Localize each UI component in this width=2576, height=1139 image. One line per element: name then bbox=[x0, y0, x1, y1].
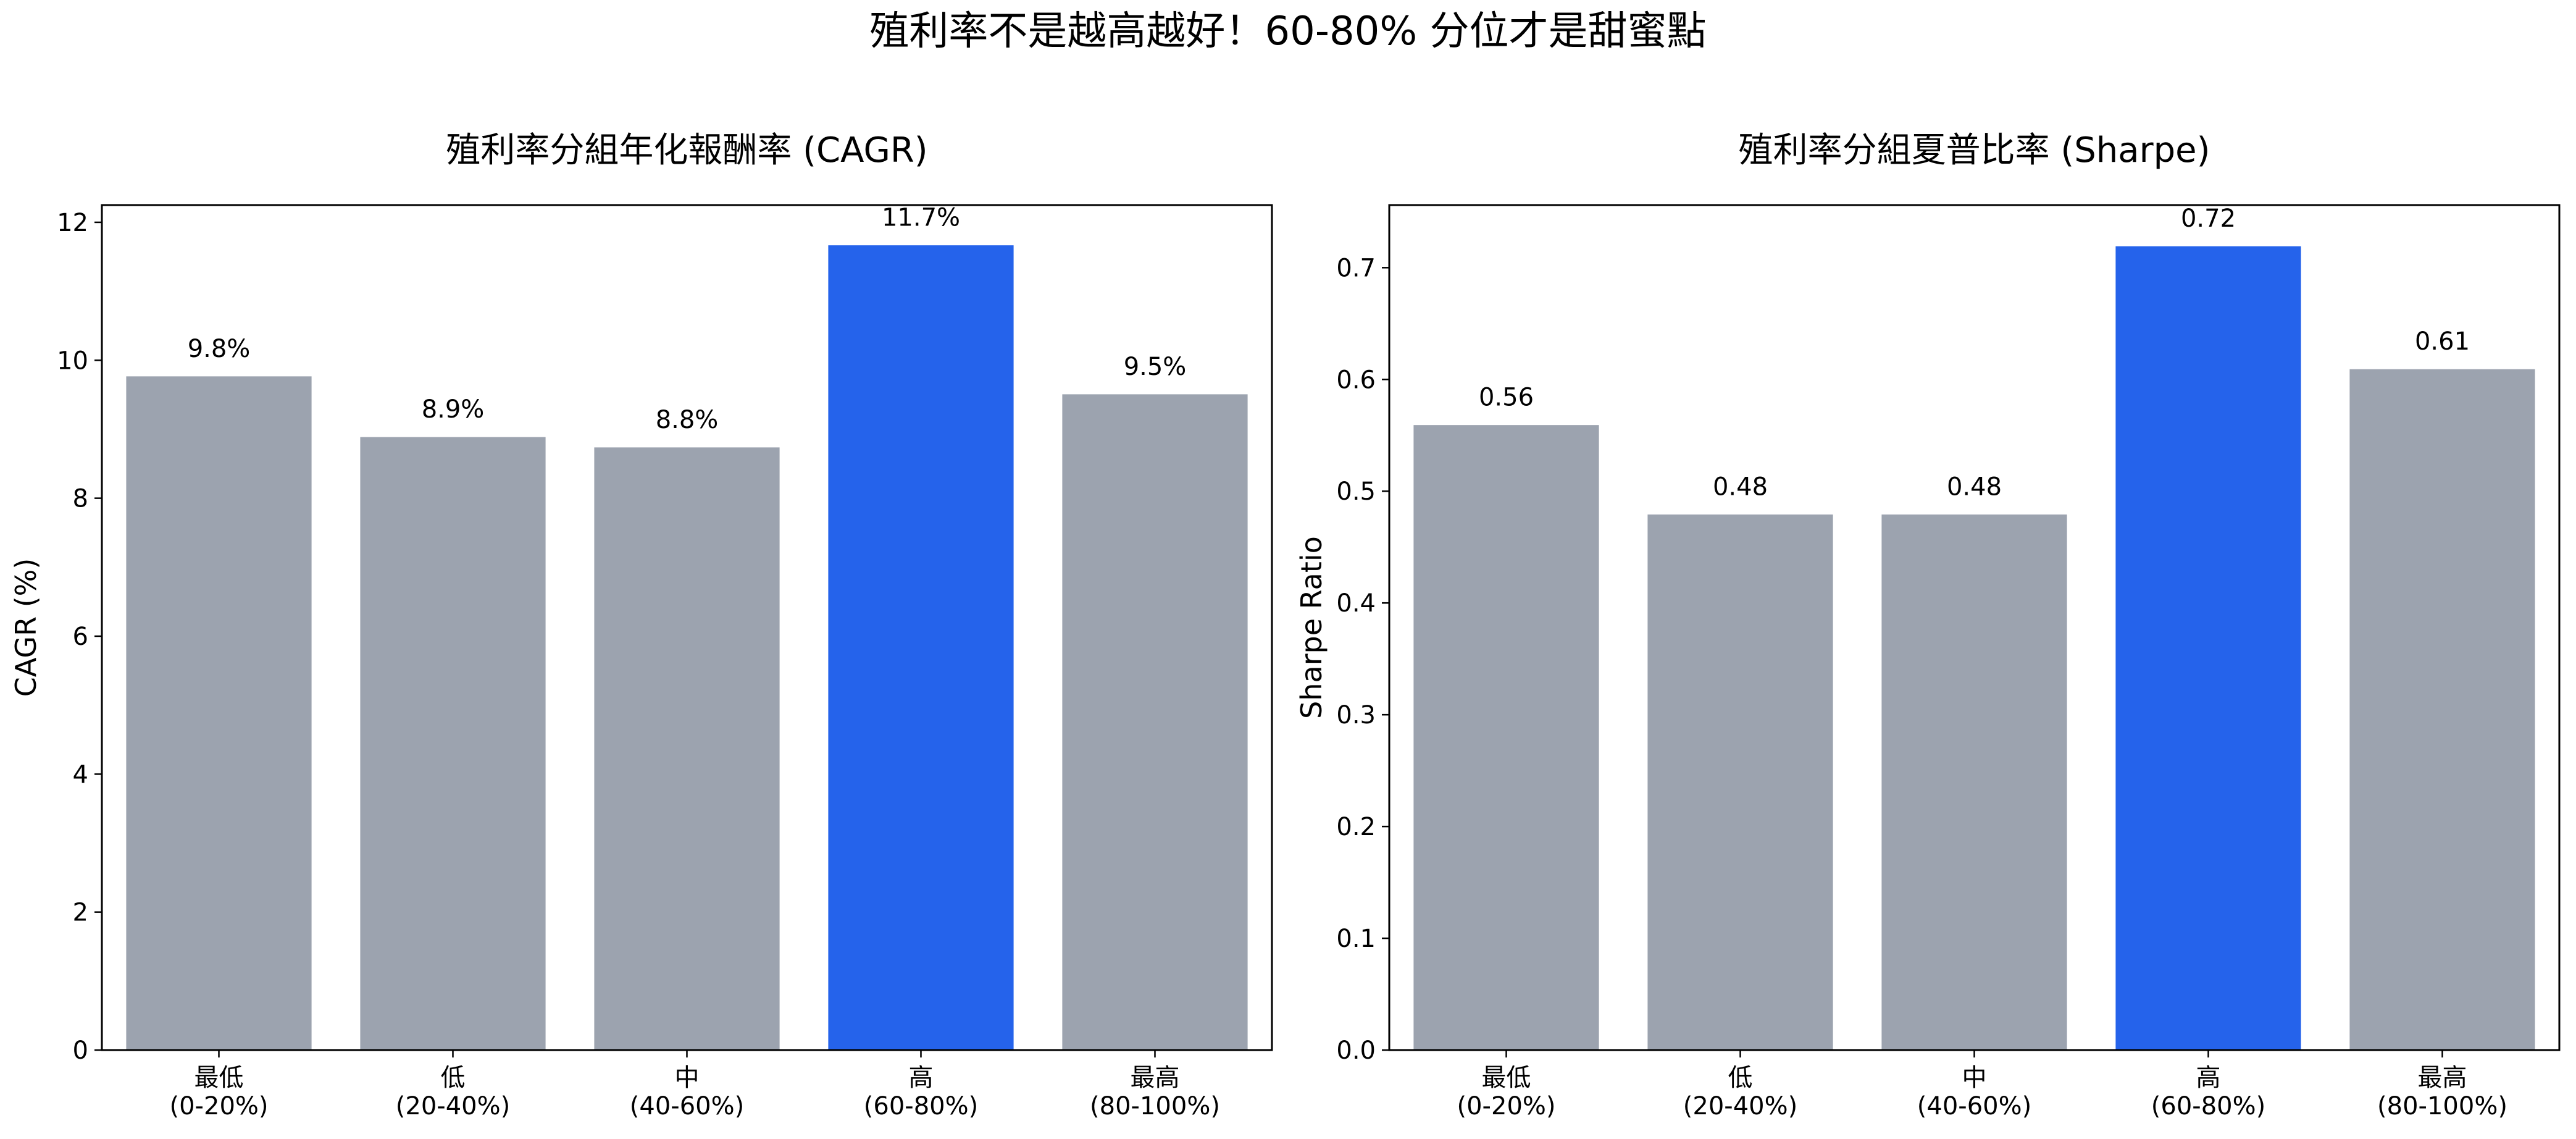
x-tick-label: 最高(80-100%) bbox=[1090, 1064, 1220, 1120]
y-tick-label: 2 bbox=[73, 899, 88, 927]
data-label: 8.9% bbox=[422, 395, 485, 424]
y-tick-label: 0.3 bbox=[1336, 701, 1376, 729]
data-label: 9.8% bbox=[188, 335, 251, 363]
y-tick-label: 0.1 bbox=[1336, 925, 1376, 953]
bar-4 bbox=[2114, 244, 2303, 1051]
plot-frame bbox=[101, 204, 1273, 1051]
x-tick-label: 最低(0-20%) bbox=[1457, 1064, 1556, 1120]
y-tick-label: 8 bbox=[73, 485, 88, 513]
y-tick-label: 0.4 bbox=[1336, 589, 1376, 618]
y-tick-label: 0 bbox=[73, 1036, 88, 1065]
bar-1 bbox=[1411, 423, 1601, 1051]
data-label: 9.5% bbox=[1124, 353, 1187, 381]
sharpe-panel: 殖利率分組夏普比率 (Sharpe) Sharpe Ratio 0.56 最低(0-2… bbox=[1295, 130, 2561, 1120]
x-tick-label: 高(60-80%) bbox=[864, 1064, 978, 1120]
bar-2 bbox=[358, 435, 548, 1051]
cagr-panel: 殖利率分組年化報酬率 (CAGR) CAGR (%) 9.8% 最低(0-20%) 8.… bbox=[9, 130, 1273, 1120]
y-tick-label: 0.6 bbox=[1336, 366, 1376, 394]
x-tick-label: 低(20-40%) bbox=[1683, 1064, 1797, 1120]
bar-5 bbox=[1060, 392, 1250, 1051]
data-label: 0.56 bbox=[1479, 384, 1534, 412]
y-tick-label: 0.2 bbox=[1336, 813, 1376, 841]
bar-3 bbox=[592, 445, 782, 1051]
y-axis-label: CAGR (%) bbox=[9, 558, 43, 697]
x-tick-label: 高(60-80%) bbox=[2151, 1064, 2265, 1120]
chart-title: 殖利率分組年化報酬率 (CAGR) bbox=[446, 130, 927, 170]
y-tick-label: 6 bbox=[73, 623, 88, 651]
chart-title: 殖利率分組夏普比率 (Sharpe) bbox=[1739, 130, 2210, 170]
y-tick-label: 4 bbox=[73, 760, 88, 789]
data-label: 0.48 bbox=[1947, 473, 2002, 501]
data-label: 11.7% bbox=[882, 204, 960, 232]
x-tick-label: 低(20-40%) bbox=[396, 1064, 510, 1120]
x-tick-label: 最低(0-20%) bbox=[170, 1064, 269, 1120]
bar-4 bbox=[826, 243, 1016, 1051]
data-label: 0.72 bbox=[2181, 204, 2236, 233]
x-tick-label: 中(40-60%) bbox=[1917, 1064, 2031, 1120]
y-tick-label: 0.5 bbox=[1336, 477, 1376, 506]
y-tick-label: 0.7 bbox=[1336, 254, 1376, 282]
bar-2 bbox=[1646, 512, 1835, 1051]
data-label: 0.61 bbox=[2415, 327, 2470, 356]
x-tick-label: 最高(80-100%) bbox=[2377, 1064, 2507, 1120]
y-tick-label: 0.0 bbox=[1336, 1036, 1376, 1065]
bar-3 bbox=[1880, 512, 2069, 1051]
figure-title: 殖利率不是越高越好！60-80% 分位才是甜蜜點 bbox=[869, 9, 1706, 54]
data-label: 0.48 bbox=[1713, 473, 1768, 501]
bar-1 bbox=[124, 374, 314, 1051]
y-tick-label: 12 bbox=[57, 209, 88, 237]
y-axis-label: Sharpe Ratio bbox=[1295, 536, 1328, 719]
x-tick-label: 中(40-60%) bbox=[630, 1064, 744, 1120]
y-tick-label: 10 bbox=[57, 347, 88, 375]
data-label: 8.8% bbox=[656, 406, 719, 434]
bar-5 bbox=[2348, 367, 2537, 1051]
plot-frame bbox=[1388, 204, 2561, 1051]
